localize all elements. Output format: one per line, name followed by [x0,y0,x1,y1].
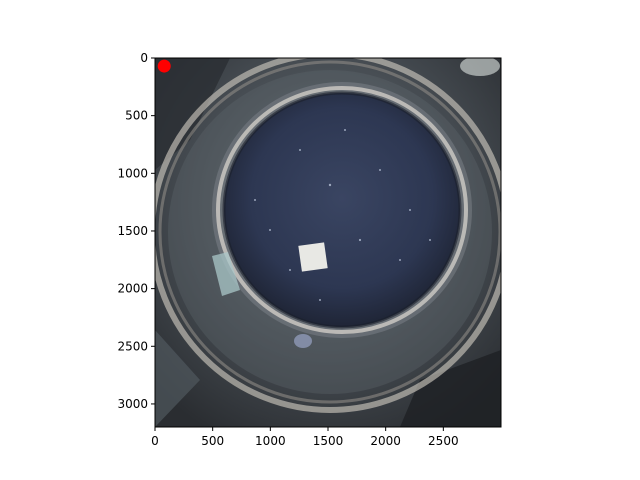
x-tick-label: 2000 [370,434,401,448]
x-tick-label: 1500 [313,434,344,448]
x-tick-label: 500 [201,434,224,448]
y-tick-label: 1000 [117,166,148,180]
y-tick-label: 3000 [117,397,148,411]
scatter-point [157,59,171,73]
y-tick-label: 2500 [117,339,148,353]
y-tick-label: 2000 [117,282,148,296]
y-axis-ticks: 0 500 1000 1500 2000 2500 3000 [117,51,155,411]
x-tick-label: 2500 [428,434,459,448]
x-tick-label: 0 [151,434,159,448]
y-tick-label: 500 [125,109,148,123]
petri-dish-photo [155,58,501,427]
y-tick-label: 1500 [117,224,148,238]
x-axis-ticks: 0 500 1000 1500 2000 2500 [151,427,459,448]
x-tick-label: 1000 [255,434,286,448]
y-tick-label: 0 [140,51,148,65]
scatter-points [157,59,171,73]
